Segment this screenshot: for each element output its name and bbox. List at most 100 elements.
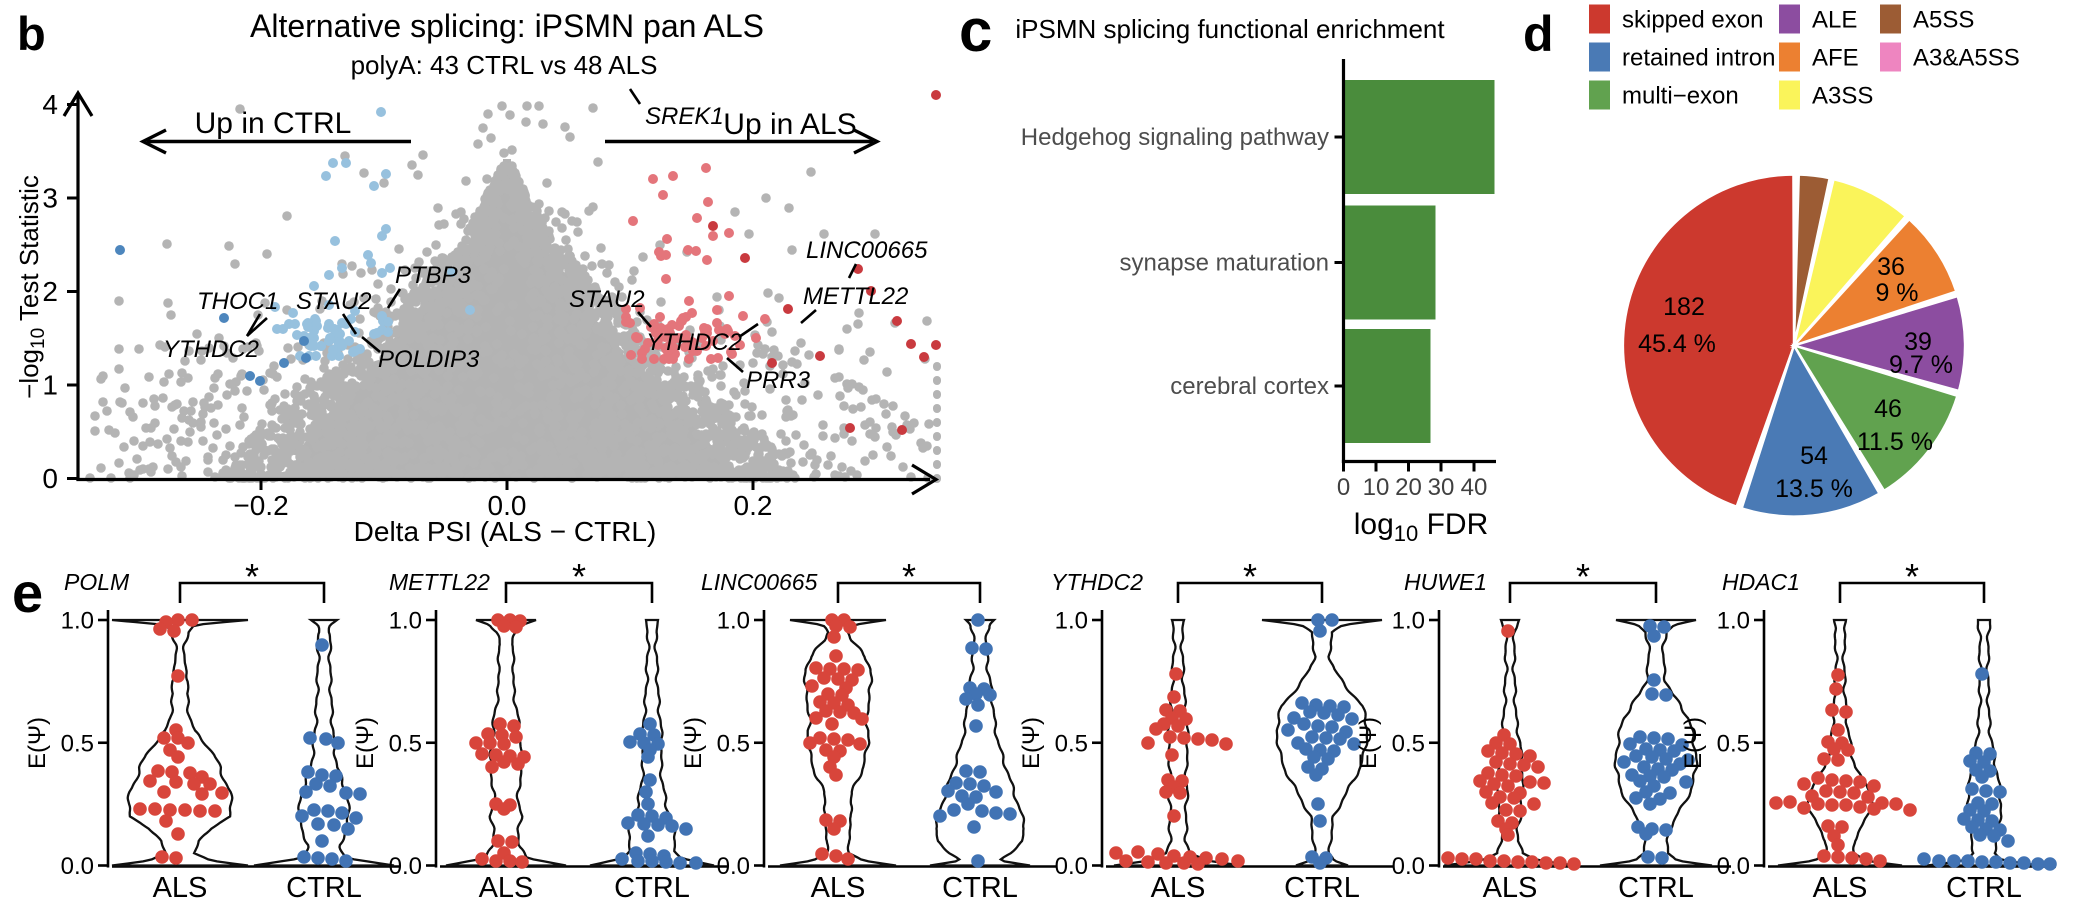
svg-text:YTHDC2: YTHDC2 [646, 329, 742, 356]
svg-text:ALS: ALS [479, 872, 534, 900]
svg-text:*: * [1576, 556, 1590, 597]
svg-text:CTRL: CTRL [286, 872, 362, 900]
svg-text:PRR3: PRR3 [746, 367, 811, 394]
svg-text:METTL22: METTL22 [803, 283, 908, 310]
svg-text:13.5 %: 13.5 % [1775, 475, 1853, 503]
svg-text:E(Ψ): E(Ψ) [680, 717, 707, 769]
svg-text:0: 0 [42, 463, 58, 494]
svg-text:1.0: 1.0 [1717, 608, 1750, 635]
svg-text:54: 54 [1800, 442, 1828, 470]
svg-text:0.5: 0.5 [1055, 730, 1088, 757]
svg-text:4: 4 [42, 89, 58, 120]
svg-text:36: 36 [1877, 253, 1905, 281]
svg-text:0: 0 [1337, 474, 1350, 501]
svg-text:0.0: 0.0 [717, 853, 750, 880]
svg-text:d: d [1523, 6, 1554, 62]
svg-text:0.0: 0.0 [1392, 853, 1425, 880]
svg-text:ALE: ALE [1812, 7, 1857, 34]
svg-text:−log10 Test Statistic: −log10 Test Statistic [14, 175, 49, 399]
svg-text:Hedgehog signaling pathway: Hedgehog signaling pathway [1021, 124, 1329, 151]
svg-text:*: * [902, 556, 916, 597]
svg-text:−0.2: −0.2 [233, 490, 288, 521]
svg-text:1: 1 [42, 370, 58, 401]
svg-text:A5SS: A5SS [1913, 7, 1974, 34]
svg-text:AFE: AFE [1812, 45, 1859, 72]
svg-text:1.0: 1.0 [1055, 608, 1088, 635]
svg-text:PTBP3: PTBP3 [395, 262, 472, 289]
svg-text:synapse maturation: synapse maturation [1120, 250, 1329, 277]
svg-text:1.0: 1.0 [61, 608, 94, 635]
svg-text:e: e [12, 561, 43, 624]
svg-text:CTRL: CTRL [614, 872, 690, 900]
svg-text:LINC00665: LINC00665 [701, 569, 818, 595]
svg-text:E(Ψ): E(Ψ) [1355, 717, 1382, 769]
svg-text:1.0: 1.0 [389, 608, 422, 635]
svg-text:0.0: 0.0 [488, 490, 527, 521]
svg-text:c: c [959, 0, 992, 64]
svg-text:30: 30 [1428, 474, 1455, 501]
svg-text:E(Ψ): E(Ψ) [1018, 717, 1045, 769]
svg-text:ALS: ALS [811, 872, 866, 900]
svg-text:ALS: ALS [153, 872, 208, 900]
svg-text:9 %: 9 % [1875, 279, 1918, 307]
svg-text:METTL22: METTL22 [389, 569, 490, 595]
svg-text:YTHDC2: YTHDC2 [163, 336, 259, 363]
svg-text:A3SS: A3SS [1812, 83, 1873, 110]
svg-text:CTRL: CTRL [1284, 872, 1360, 900]
svg-text:SREK1: SREK1 [645, 103, 724, 130]
svg-text:11.5 %: 11.5 % [1857, 428, 1933, 456]
svg-text:20: 20 [1395, 474, 1422, 501]
svg-text:*: * [572, 556, 586, 597]
svg-text:YTHDC2: YTHDC2 [1051, 569, 1143, 595]
svg-text:0.5: 0.5 [389, 730, 422, 757]
svg-text:45.4 %: 45.4 % [1638, 330, 1716, 358]
svg-text:0.5: 0.5 [61, 730, 94, 757]
svg-text:Delta PSI (ALS − CTRL): Delta PSI (ALS − CTRL) [354, 516, 657, 547]
svg-text:0.0: 0.0 [1055, 853, 1088, 880]
svg-text:multi−exon: multi−exon [1622, 83, 1739, 110]
svg-text:b: b [17, 7, 46, 60]
svg-text:THOC1: THOC1 [197, 288, 278, 315]
svg-text:polyA: 43 CTRL vs 48 ALS: polyA: 43 CTRL vs 48 ALS [351, 50, 658, 80]
svg-text:POLM: POLM [64, 569, 130, 595]
svg-text:182: 182 [1663, 293, 1705, 321]
svg-text:cerebral cortex: cerebral cortex [1170, 373, 1329, 400]
svg-text:*: * [1905, 556, 1919, 597]
svg-text:CTRL: CTRL [1946, 872, 2022, 900]
svg-text:CTRL: CTRL [942, 872, 1018, 900]
svg-text:ALS: ALS [1483, 872, 1538, 900]
svg-text:iPSMN splicing functional enri: iPSMN splicing functional enrichment [1015, 14, 1445, 44]
svg-text:log10 FDR: log10 FDR [1354, 508, 1489, 546]
svg-text:Alternative splicing: iPSMN pa: Alternative splicing: iPSMN pan ALS [250, 8, 764, 44]
svg-text:1.0: 1.0 [1392, 608, 1425, 635]
svg-text:2: 2 [42, 276, 58, 307]
svg-text:*: * [1243, 556, 1257, 597]
svg-text:0.0: 0.0 [389, 853, 422, 880]
svg-text:STAU2: STAU2 [569, 286, 645, 313]
svg-text:Up in ALS: Up in ALS [723, 108, 856, 141]
svg-text:0.2: 0.2 [734, 490, 773, 521]
svg-text:ALS: ALS [1151, 872, 1206, 900]
svg-text:A3&A5SS: A3&A5SS [1913, 45, 2020, 72]
svg-text:*: * [245, 556, 259, 597]
svg-text:POLDIP3: POLDIP3 [378, 346, 480, 373]
svg-text:HUWE1: HUWE1 [1404, 569, 1487, 595]
svg-text:40: 40 [1461, 474, 1488, 501]
svg-text:0.5: 0.5 [1717, 730, 1750, 757]
svg-text:9.7 %: 9.7 % [1889, 351, 1953, 379]
svg-text:0.5: 0.5 [717, 730, 750, 757]
svg-text:retained intron: retained intron [1622, 45, 1775, 72]
svg-text:46: 46 [1874, 395, 1902, 423]
svg-text:0.0: 0.0 [61, 853, 94, 880]
svg-text:LINC00665: LINC00665 [806, 237, 928, 264]
svg-text:0.0: 0.0 [1717, 853, 1750, 880]
svg-text:39: 39 [1904, 328, 1932, 356]
svg-text:Up in CTRL: Up in CTRL [195, 107, 352, 140]
svg-text:CTRL: CTRL [1618, 872, 1694, 900]
svg-text:STAU2: STAU2 [296, 288, 372, 315]
svg-text:3: 3 [42, 183, 58, 214]
svg-text:0.5: 0.5 [1392, 730, 1425, 757]
svg-text:10: 10 [1363, 474, 1390, 501]
svg-text:E(Ψ): E(Ψ) [1680, 717, 1707, 769]
svg-text:skipped exon: skipped exon [1622, 7, 1763, 34]
